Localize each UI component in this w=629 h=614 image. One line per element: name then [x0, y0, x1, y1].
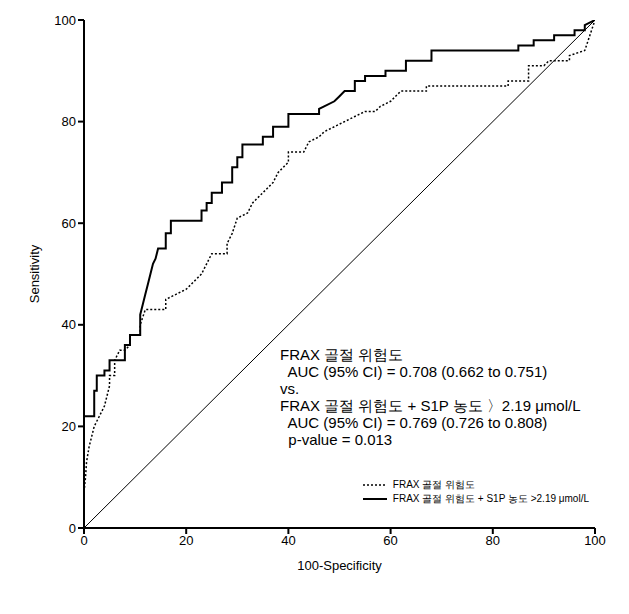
- svg-text:100: 100: [584, 533, 606, 548]
- html-text:FRAX 골절 위험도 + S1P 농도 >2.19 μmo: FRAX 골절 위험도 + S1P 농도 >2.19 μmol/L: [392, 493, 589, 504]
- svg-text:40: 40: [62, 317, 76, 332]
- svg-text:100: 100: [54, 13, 76, 28]
- html-text:p-value = 0.013: p-value = 0.013: [280, 431, 393, 448]
- html-text:AUC (95% CI) = 0.708 (0.662 to: AUC (95% CI) = 0.708 (0.662 to 0.751): [280, 363, 548, 380]
- html-text:vs.: vs.: [280, 380, 300, 397]
- html-text:FRAX 골절 위험도 + S1P 농도 〉2.19 μmo: FRAX 골절 위험도 + S1P 농도 〉2.19 μmol/L: [280, 397, 581, 414]
- svg-text:20: 20: [62, 419, 76, 434]
- svg-text:0: 0: [80, 533, 87, 548]
- svg-text:80: 80: [486, 533, 500, 548]
- svg-text:20: 20: [179, 533, 193, 548]
- html-text:AUC (95% CI) = 0.769 (0.726 to: AUC (95% CI) = 0.769 (0.726 to 0.808): [280, 414, 548, 431]
- svg-text:60: 60: [62, 216, 76, 231]
- svg-text:60: 60: [383, 533, 397, 548]
- svg-text:0: 0: [69, 521, 76, 536]
- html-text:FRAX 골절 위험도: FRAX 골절 위험도: [280, 346, 404, 363]
- html-text:FRAX 골절 위험도: FRAX 골절 위험도: [392, 479, 475, 490]
- svg-text:100-Specificity: 100-Specificity: [297, 558, 382, 573]
- svg-text:80: 80: [62, 114, 76, 129]
- svg-text:40: 40: [281, 533, 295, 548]
- svg-text:Sensitivity: Sensitivity: [27, 244, 42, 303]
